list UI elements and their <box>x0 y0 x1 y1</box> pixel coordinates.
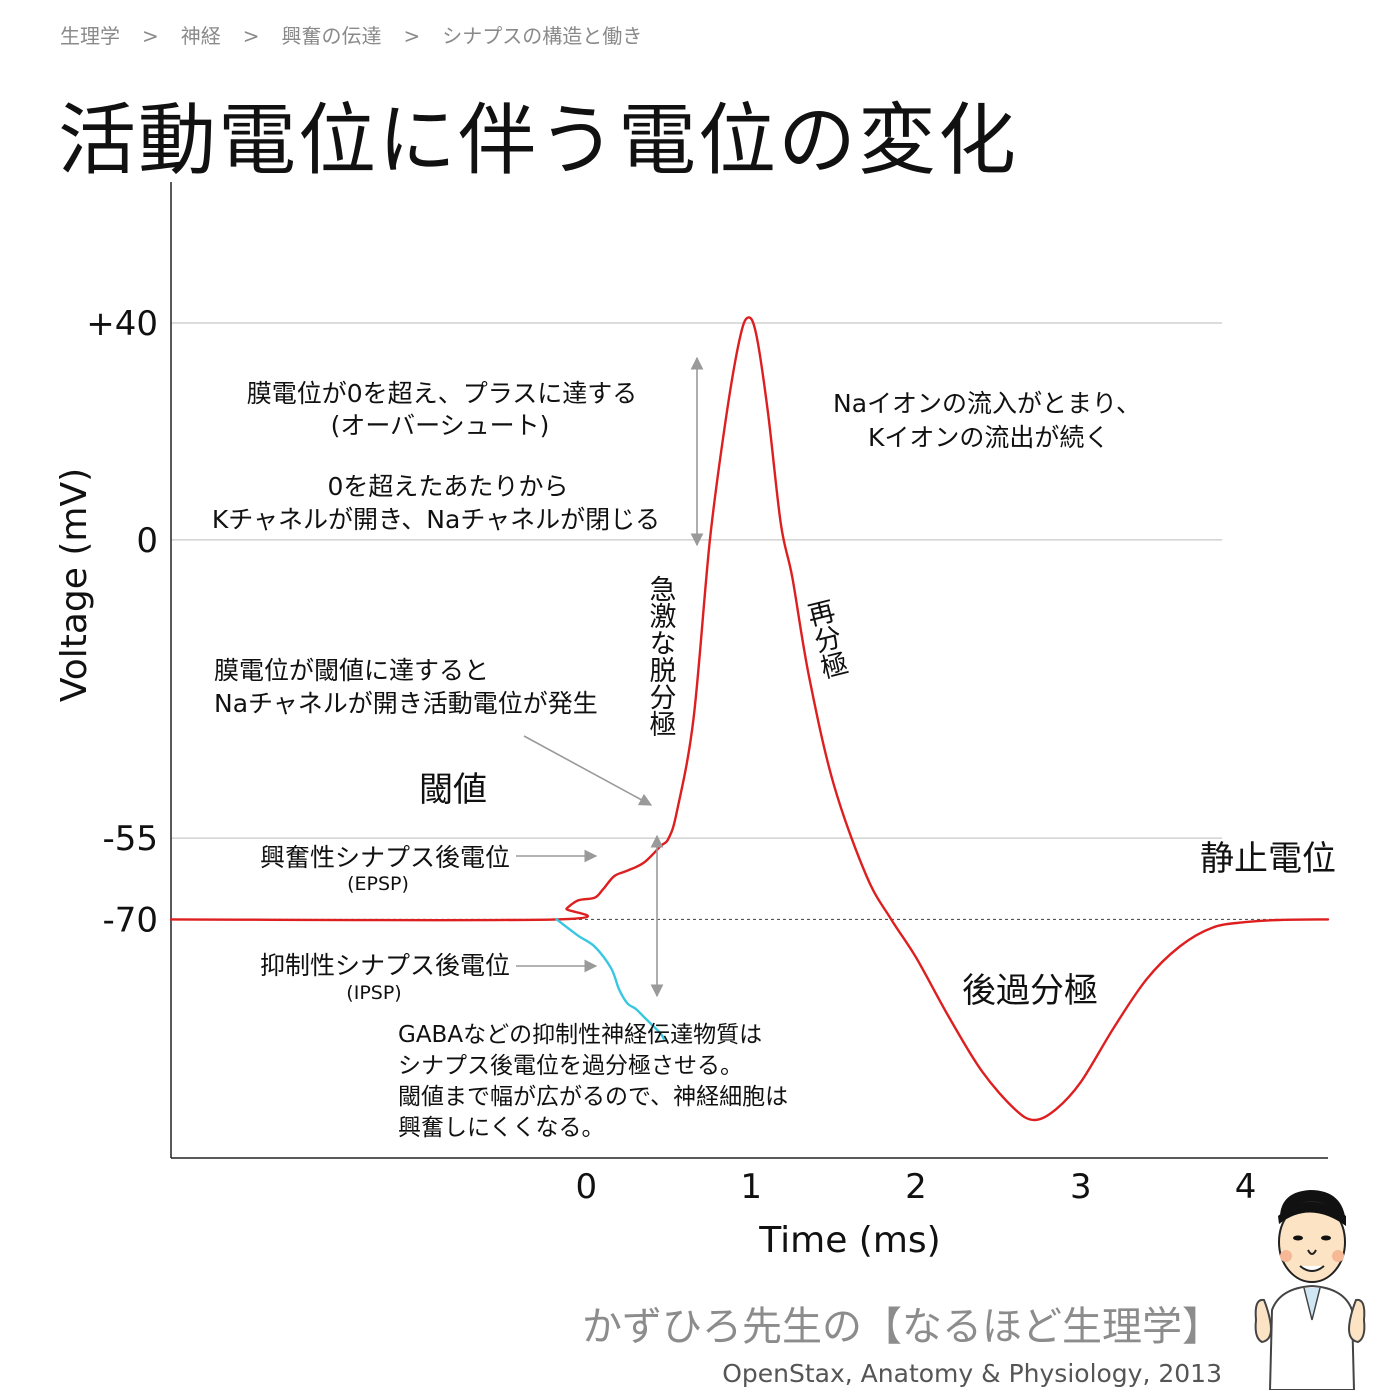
footer-source: OpenStax, Anatomy & Physiology, 2013 <box>722 1359 1222 1388</box>
breadcrumb-item[interactable]: 神経 <box>180 24 221 48</box>
x-tick-labels: 0 1 2 3 4 <box>576 1167 1257 1207</box>
breadcrumb-item[interactable]: シナプスの構造と働き <box>442 24 643 48</box>
y-tick-label: -70 <box>102 900 158 940</box>
mascot-teacher-illustration <box>1254 1190 1366 1390</box>
y-tick-label: 0 <box>136 521 158 561</box>
series-group <box>169 316 1330 1122</box>
x-tick-label: 0 <box>576 1167 598 1207</box>
annotation-gaba-4: 興奮しにくくなる。 <box>398 1115 605 1141</box>
ipsp-line <box>555 918 665 1040</box>
page-title: 活動電位に伴う電位の変化 <box>58 96 1019 186</box>
x-axis-label: Time (ms) <box>758 1220 940 1261</box>
footer-brand: かずひろ先生の【なるほど生理学】 <box>582 1304 1222 1350</box>
y-axis-label: Voltage (mV) <box>54 468 95 702</box>
annotation-threshold-reach-1: 膜電位が閾値に達すると <box>214 656 489 685</box>
annotation-arrows <box>516 356 704 998</box>
annotation-afterhyperpolarization: 後過分極 <box>962 971 1098 1011</box>
threshold-arrow <box>523 735 653 806</box>
annotation-ipsp: 抑制性シナプス後電位 <box>260 951 510 980</box>
annotation-resting-potential: 静止電位 <box>1200 839 1336 879</box>
annotation-kchannel-2: Kチャネルが開き、Naチャネルが閉じる <box>212 505 660 534</box>
breadcrumb: 生理学 > 神経 > 興奮の伝達 > シナプスの構造と働き <box>60 20 642 49</box>
annotation-gaba-2: シナプス後電位を過分極させる。 <box>398 1053 743 1079</box>
breadcrumb-separator: > <box>242 24 260 48</box>
annotation-overshoot-2: (オーバーシュート) <box>331 411 550 440</box>
breadcrumb-separator: > <box>403 24 421 48</box>
x-tick-label: 3 <box>1070 1167 1092 1207</box>
y-tick-label: +40 <box>86 304 158 344</box>
annotation-repol-1: Naイオンの流入がとまり、 <box>833 389 1141 418</box>
y-tick-label: -55 <box>102 819 158 859</box>
annotation-threshold: 閾値 <box>419 770 487 810</box>
x-tick-label: 4 <box>1235 1167 1257 1207</box>
breadcrumb-item[interactable]: 生理学 <box>60 24 120 48</box>
annotation-epsp: 興奮性シナプス後電位 <box>260 843 510 872</box>
annotation-gaba-1: GABAなどの抑制性神経伝達物質は <box>398 1022 762 1048</box>
x-tick-label: 2 <box>905 1167 927 1207</box>
action-potential-line <box>169 316 1330 1122</box>
annotation-kchannel-1: 0を超えたあたりから <box>328 472 569 501</box>
annotation-rapid-depolarization: 急激な脱分極 <box>645 575 677 737</box>
annotation-threshold-reach-2: Naチャネルが開き活動電位が発生 <box>214 689 598 718</box>
x-tick-label: 1 <box>740 1167 762 1207</box>
y-tick-labels: +40 0 -55 -70 <box>86 304 158 940</box>
breadcrumb-separator: > <box>142 24 159 48</box>
annotation-epsp-abbr: (EPSP) <box>347 873 409 895</box>
annotation-gaba-3: 閾値まで幅が広がるので、神経細胞は <box>398 1084 788 1110</box>
annotation-overshoot-1: 膜電位が0を超え、プラスに達する <box>247 379 637 408</box>
annotation-repol-2: Kイオンの流出が続く <box>868 423 1109 452</box>
breadcrumb-item[interactable]: 興奮の伝達 <box>281 24 382 48</box>
annotation-ipsp-abbr: (IPSP) <box>346 982 401 1004</box>
